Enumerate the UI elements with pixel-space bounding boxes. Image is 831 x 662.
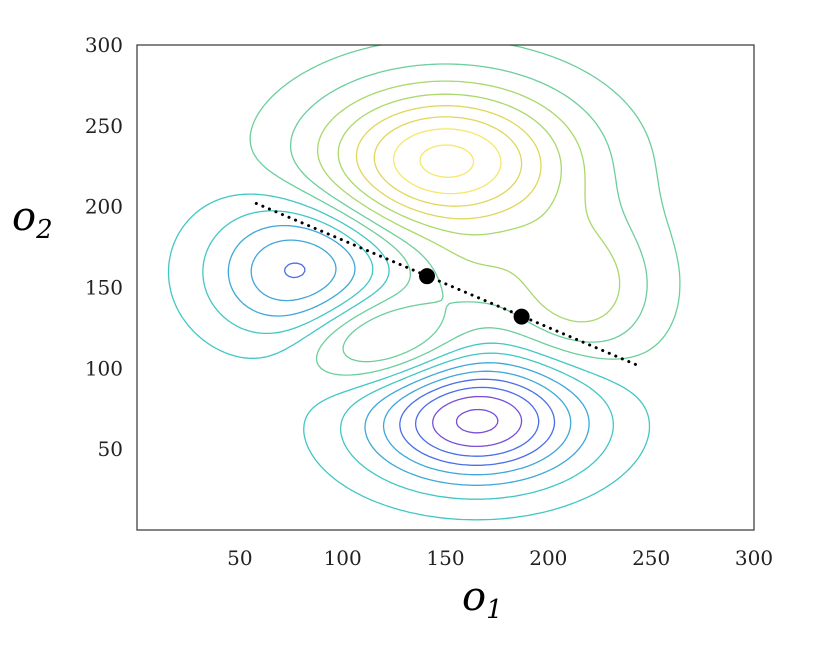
contour-line bbox=[455, 408, 499, 434]
contour-line bbox=[250, 239, 572, 476]
x-tick-label: 300 bbox=[735, 546, 773, 570]
overlay bbox=[254, 201, 643, 369]
contour-line bbox=[355, 105, 542, 220]
contour-line bbox=[392, 128, 502, 195]
data-point-marker bbox=[418, 268, 435, 285]
y-tick-labels: 50 100 150 200 250 300 bbox=[85, 33, 123, 461]
x-tick-label: 150 bbox=[426, 546, 464, 570]
contour-line bbox=[249, 44, 681, 376]
y-tick-label: 150 bbox=[85, 276, 123, 300]
plot-frame bbox=[136, 44, 755, 531]
y-tick-label: 250 bbox=[85, 114, 123, 138]
y-tick-label: 50 bbox=[98, 437, 123, 461]
contour-line bbox=[373, 116, 523, 207]
contour-line bbox=[202, 210, 614, 500]
y-tick-label: 300 bbox=[85, 33, 123, 57]
contour-line bbox=[283, 262, 556, 466]
x-tick-label: 50 bbox=[227, 546, 252, 570]
y-tick-label: 200 bbox=[85, 195, 123, 219]
dotted-line bbox=[254, 201, 643, 369]
contour-line bbox=[289, 63, 648, 363]
data-point-marker bbox=[513, 308, 530, 325]
y-axis-label-sub: 2 bbox=[35, 215, 53, 245]
x-tick-labels: 50 100 150 200 250 300 bbox=[227, 546, 773, 570]
x-axis-label: o1 bbox=[462, 574, 503, 625]
contour-line bbox=[432, 395, 523, 448]
contour-line bbox=[337, 93, 562, 236]
x-axis-label-base: o bbox=[462, 574, 486, 620]
contour-line bbox=[167, 193, 651, 521]
contour-line bbox=[419, 144, 475, 178]
contour-line bbox=[227, 224, 590, 486]
y-axis-label: o2 bbox=[12, 194, 53, 245]
x-tick-label: 250 bbox=[632, 546, 670, 570]
x-tick-label: 100 bbox=[324, 546, 362, 570]
y-tick-label: 100 bbox=[85, 356, 123, 380]
contour-line bbox=[414, 386, 540, 457]
contour-line bbox=[316, 80, 621, 323]
x-axis-label-sub: 1 bbox=[486, 595, 503, 625]
y-axis-label-base: o bbox=[12, 194, 36, 240]
contour-lines bbox=[167, 44, 681, 521]
x-tick-label: 200 bbox=[529, 546, 567, 570]
